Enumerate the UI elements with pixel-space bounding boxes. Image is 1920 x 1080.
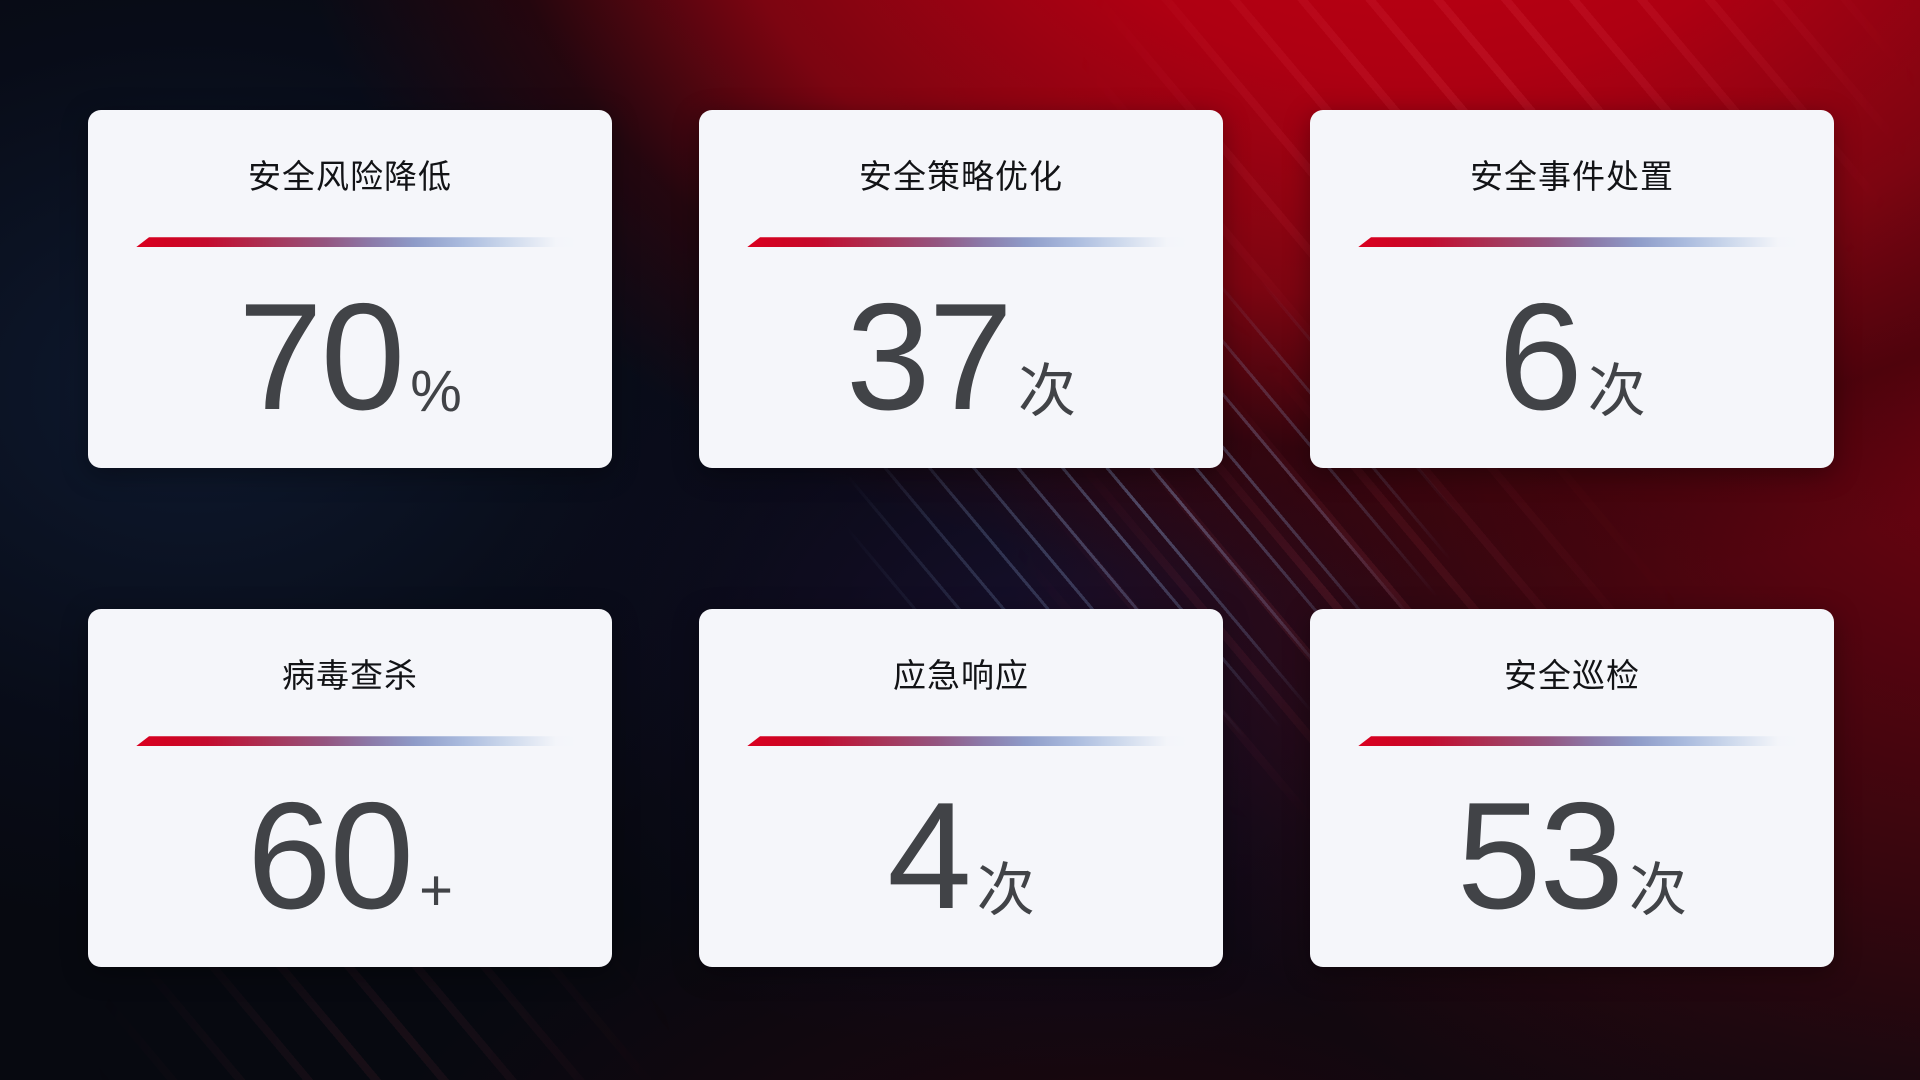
- stat-unit: 次: [1629, 858, 1688, 924]
- stat-card-emergency-response: 应急响应 4 次: [699, 609, 1223, 967]
- stat-unit: +: [419, 858, 453, 924]
- stat-unit: 次: [976, 858, 1035, 924]
- stat-value-row: 4 次: [699, 780, 1223, 932]
- stat-card-risk-reduction: 安全风险降低 70 %: [88, 110, 612, 468]
- stat-card-title: 病毒查杀: [282, 657, 418, 694]
- stat-value: 6: [1498, 272, 1583, 443]
- stat-card-virus-scan: 病毒查杀 60 +: [88, 609, 612, 967]
- gradient-divider: [136, 736, 578, 747]
- gradient-divider: [136, 237, 578, 248]
- stat-value: 60: [247, 771, 414, 942]
- stat-unit: %: [410, 359, 462, 425]
- gradient-divider: [1358, 736, 1800, 747]
- stat-value: 70: [238, 272, 405, 443]
- stat-card-title: 应急响应: [893, 657, 1029, 694]
- stat-value-row: 37 次: [699, 281, 1223, 433]
- stat-card-incident-handling: 安全事件处置 6 次: [1310, 110, 1834, 468]
- stat-card-title: 安全事件处置: [1470, 158, 1674, 195]
- stat-card-security-inspection: 安全巡检 53 次: [1310, 609, 1834, 967]
- stat-value: 53: [1456, 771, 1624, 942]
- gradient-divider: [747, 736, 1189, 747]
- stat-card-title: 安全巡检: [1504, 657, 1640, 694]
- stat-value-row: 70 %: [88, 281, 612, 433]
- stat-value: 4: [887, 771, 972, 942]
- stat-card-policy-optimization: 安全策略优化 37 次: [699, 110, 1223, 468]
- stat-value-row: 60 +: [88, 780, 612, 932]
- gradient-divider: [747, 237, 1189, 248]
- stat-value-row: 6 次: [1310, 281, 1834, 433]
- stat-value: 37: [845, 272, 1013, 443]
- stat-card-title: 安全策略优化: [859, 158, 1063, 195]
- stat-card-title: 安全风险降低: [248, 158, 452, 195]
- gradient-divider: [1358, 237, 1800, 248]
- stat-unit: 次: [1018, 359, 1077, 425]
- stat-value-row: 53 次: [1310, 780, 1834, 932]
- stat-unit: 次: [1587, 359, 1646, 425]
